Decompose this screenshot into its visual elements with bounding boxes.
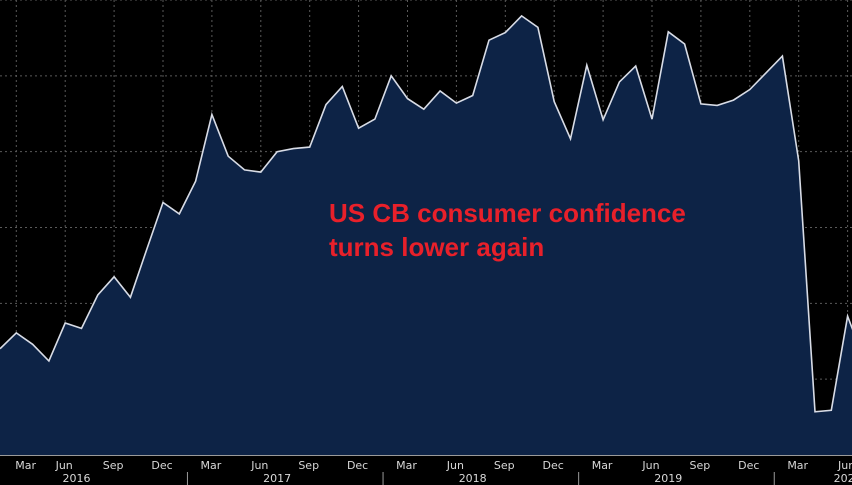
year-axis-ticks: 2016 2017 2018 2019 2020: [63, 472, 852, 485]
chart-annotation: US CB consumer confidence turns lower ag…: [329, 196, 686, 264]
x-tick-label: Jun: [641, 459, 659, 472]
year-tick-label: 2019: [654, 472, 682, 485]
x-tick-label: Sep: [494, 459, 515, 472]
year-tick-label: 2020: [834, 472, 852, 485]
x-tick-label: Mar: [592, 459, 613, 472]
series-line: [0, 14, 852, 413]
x-tick-label: Dec: [738, 459, 759, 472]
x-tick-label: Jun: [837, 459, 852, 472]
year-tick-label: 2018: [459, 472, 487, 485]
annotation-line-2: turns lower again: [329, 232, 545, 262]
x-tick-label: Jun: [250, 459, 268, 472]
x-tick-label: Mar: [201, 459, 222, 472]
year-tick-label: 2016: [63, 472, 91, 485]
x-tick-label: Mar: [396, 459, 417, 472]
series-area: [0, 15, 852, 455]
year-tick-label: 2017: [263, 472, 291, 485]
x-tick-label: Mar: [787, 459, 808, 472]
annotation-line-1: US CB consumer confidence: [329, 198, 686, 228]
x-tick-label: Dec: [347, 459, 368, 472]
x-axis-ticks: Mar Jun Sep Dec Mar Jun Sep Dec Mar Jun Sep Dec Mar J…: [15, 459, 852, 472]
x-tick-label: Dec: [543, 459, 564, 472]
x-tick-label: Sep: [690, 459, 711, 472]
x-tick-label: Sep: [298, 459, 319, 472]
x-tick-label: Sep: [103, 459, 124, 472]
x-tick-label: Jun: [446, 459, 464, 472]
x-tick-label: Dec: [151, 459, 172, 472]
x-tick-label: Mar: [15, 459, 36, 472]
x-tick-label: Jun: [55, 459, 73, 472]
